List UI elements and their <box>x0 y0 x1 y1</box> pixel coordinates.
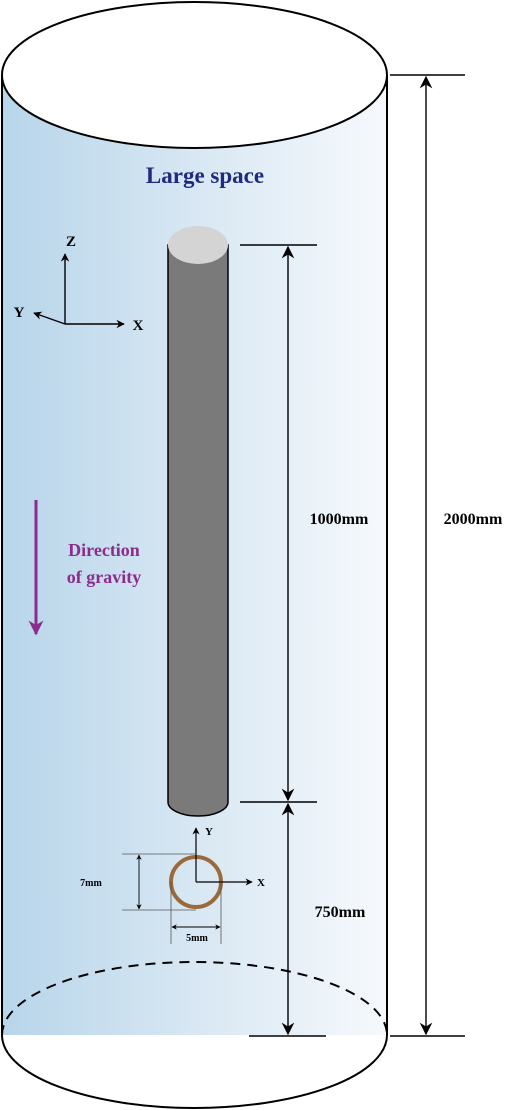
dimension-total-height: 2000mm <box>390 74 503 1037</box>
gravity-label-line1: Direction <box>68 540 140 560</box>
axis-z-label: Z <box>66 234 76 250</box>
cylinder-bottom-visible-arc <box>1 1034 388 1109</box>
cross-section-inset: Y X 7mm 5mm <box>80 826 265 944</box>
rod-body <box>167 244 229 817</box>
rod-top-cap <box>168 226 228 264</box>
section-axis-x-label: X <box>257 877 265 889</box>
axis-x-label: X <box>133 318 144 334</box>
gravity-label-line2: of gravity <box>67 567 141 587</box>
axis-y-label: Y <box>14 305 25 321</box>
section-height-label: 7mm <box>80 878 102 889</box>
section-width-label: 5mm <box>186 933 208 944</box>
axis-y <box>33 311 66 325</box>
section-axis-y-label: Y <box>205 826 213 838</box>
title: Large space <box>146 163 264 188</box>
coordinate-axes: Z X Y <box>14 234 144 334</box>
cylinder-bottom-front <box>2 1035 387 1108</box>
dimension-rod-to-bottom: 750mm <box>249 802 366 1037</box>
gravity-indicator: Direction of gravity <box>28 500 141 636</box>
cylinder-bottom-hidden-arc <box>1 961 388 1036</box>
cylinder-top <box>1 1 388 149</box>
rod-length-label: 1000mm <box>310 511 369 528</box>
rod-to-bottom-label: 750mm <box>315 904 366 921</box>
dimension-rod-length: 1000mm <box>240 244 369 803</box>
total-height-label: 2000mm <box>444 511 503 528</box>
rod <box>167 226 229 817</box>
